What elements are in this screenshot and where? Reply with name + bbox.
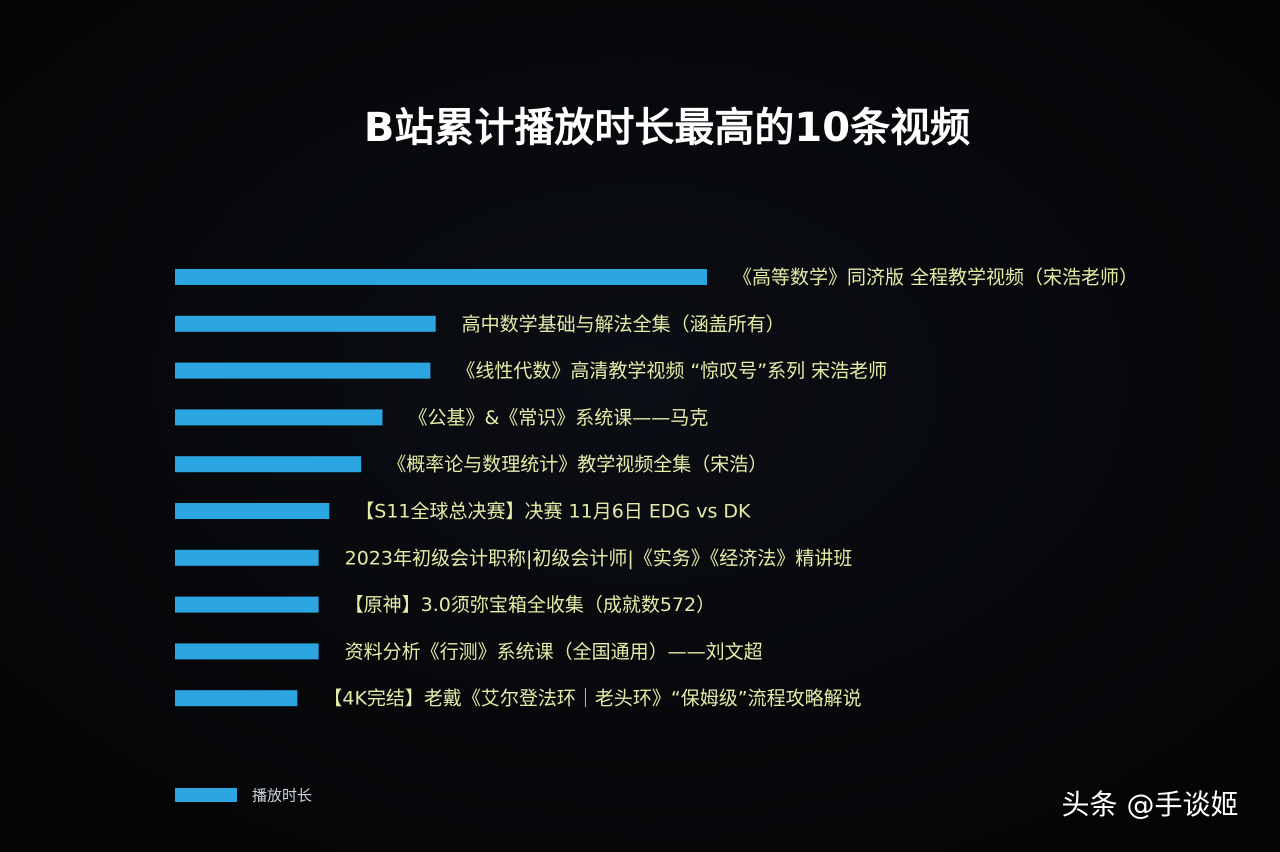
bar-label: 【4K完结】老戴《艾尔登法环｜老头环》“保姆级”流程攻略解说 — [323, 688, 861, 710]
bar-label: 《公基》&《常识》系统课——马克 — [408, 407, 708, 429]
bar — [175, 456, 362, 473]
chart-title: B站累计播放时长最高的10条视频 — [364, 105, 970, 151]
bar-label: 《概率论与数理统计》教学视频全集（宋浩） — [387, 454, 767, 476]
legend-label: 播放时长 — [252, 787, 312, 805]
bar — [175, 596, 319, 613]
bar-label: 【S11全球总决赛】决赛 11月6日 EDG vs DK — [355, 501, 751, 523]
bar-label: 资料分析《行测》系统课（全国通用）——刘文超 — [345, 641, 763, 663]
bar — [175, 503, 330, 519]
bar — [175, 549, 319, 566]
bar-label: 《高等数学》同济版 全程教学视频（宋浩老师） — [733, 267, 1138, 289]
bar — [175, 269, 707, 285]
bar — [175, 409, 383, 426]
bar — [175, 362, 431, 379]
watermark: 头条 @手谈姬 — [1062, 788, 1239, 821]
bar-label: 【原神】3.0须弥宝箱全收集（成就数572） — [345, 594, 715, 616]
legend-swatch — [175, 788, 237, 802]
bar-label: 2023年初级会计职称|初级会计师|《实务》《经济法》精讲班 — [345, 547, 853, 569]
bar-label: 高中数学基础与解法全集（涵盖所有） — [462, 313, 785, 335]
bar — [175, 690, 298, 707]
bar-label: 《线性代数》高清教学视频 “惊叹号”系列 宋浩老师 — [456, 360, 887, 382]
bar — [175, 315, 436, 332]
bar — [175, 643, 319, 660]
